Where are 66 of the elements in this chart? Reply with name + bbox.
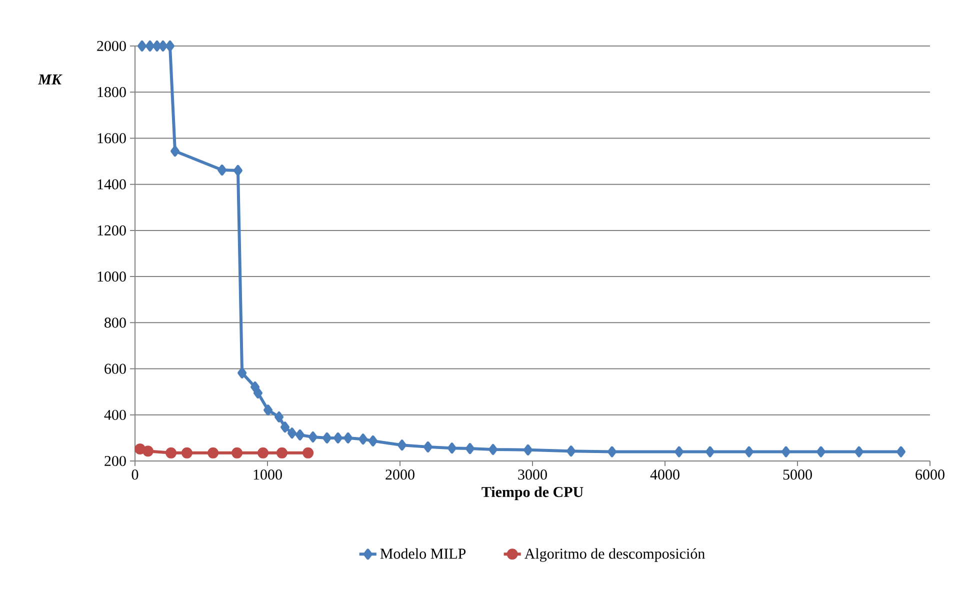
point xyxy=(896,446,906,458)
x-tick-label: 6000 xyxy=(916,470,944,480)
point xyxy=(465,443,474,454)
point xyxy=(358,434,368,445)
point xyxy=(302,447,314,458)
point xyxy=(322,432,332,444)
point xyxy=(608,446,617,458)
point xyxy=(524,444,532,456)
point xyxy=(208,447,219,458)
point xyxy=(781,446,790,458)
point xyxy=(264,404,273,416)
x-tick-label: 0 xyxy=(132,470,138,480)
point xyxy=(233,165,242,176)
point xyxy=(142,446,154,457)
x-tick-label: 1000 xyxy=(254,470,282,480)
y-tick-label: 1000 xyxy=(98,271,126,282)
x-tick-label: 5000 xyxy=(783,470,812,480)
point xyxy=(152,40,162,52)
y-tick-label: 2000 xyxy=(97,40,126,52)
point xyxy=(288,428,297,439)
point xyxy=(232,447,243,458)
point xyxy=(250,381,260,392)
x-axis-title: Tiempo de CPU xyxy=(482,486,584,500)
y-tick-label: 1800 xyxy=(98,87,126,98)
point xyxy=(145,40,154,52)
y-tick-label: 800 xyxy=(104,318,126,328)
point xyxy=(258,447,268,458)
y-tick-label: 200 xyxy=(104,456,126,466)
y-axis-title: MK xyxy=(38,74,62,84)
y-tick-label: 600 xyxy=(104,364,126,374)
point xyxy=(253,387,262,398)
point xyxy=(166,447,177,458)
legend-label: Algoritmo de descomposición xyxy=(524,548,705,562)
y-tick-label: 1600 xyxy=(98,133,126,144)
point xyxy=(280,422,290,433)
point xyxy=(333,432,342,444)
point xyxy=(308,432,318,443)
point xyxy=(276,447,288,458)
point xyxy=(138,40,147,52)
point xyxy=(447,442,456,454)
point xyxy=(181,447,192,458)
point xyxy=(368,435,378,446)
x-tick-label: 3000 xyxy=(518,470,547,480)
point xyxy=(674,446,684,458)
point xyxy=(165,40,174,52)
point xyxy=(344,432,353,444)
y-tick-label: 1200 xyxy=(98,225,126,236)
point xyxy=(170,146,180,157)
point xyxy=(238,367,247,378)
point xyxy=(854,446,864,458)
point xyxy=(816,446,826,458)
legend-label: Modelo MILP xyxy=(380,548,466,559)
point xyxy=(566,446,576,457)
y-tick-label: 1400 xyxy=(98,179,126,190)
point xyxy=(397,440,406,451)
point xyxy=(423,441,432,452)
point xyxy=(706,446,715,458)
point xyxy=(134,444,146,455)
x-tick-label: 4000 xyxy=(650,470,680,480)
point xyxy=(218,164,227,176)
point xyxy=(274,411,284,422)
point xyxy=(488,444,498,455)
x-tick-label: 2000 xyxy=(386,470,414,480)
point xyxy=(744,446,754,458)
y-tick-label: 400 xyxy=(104,410,126,420)
point xyxy=(295,429,304,440)
